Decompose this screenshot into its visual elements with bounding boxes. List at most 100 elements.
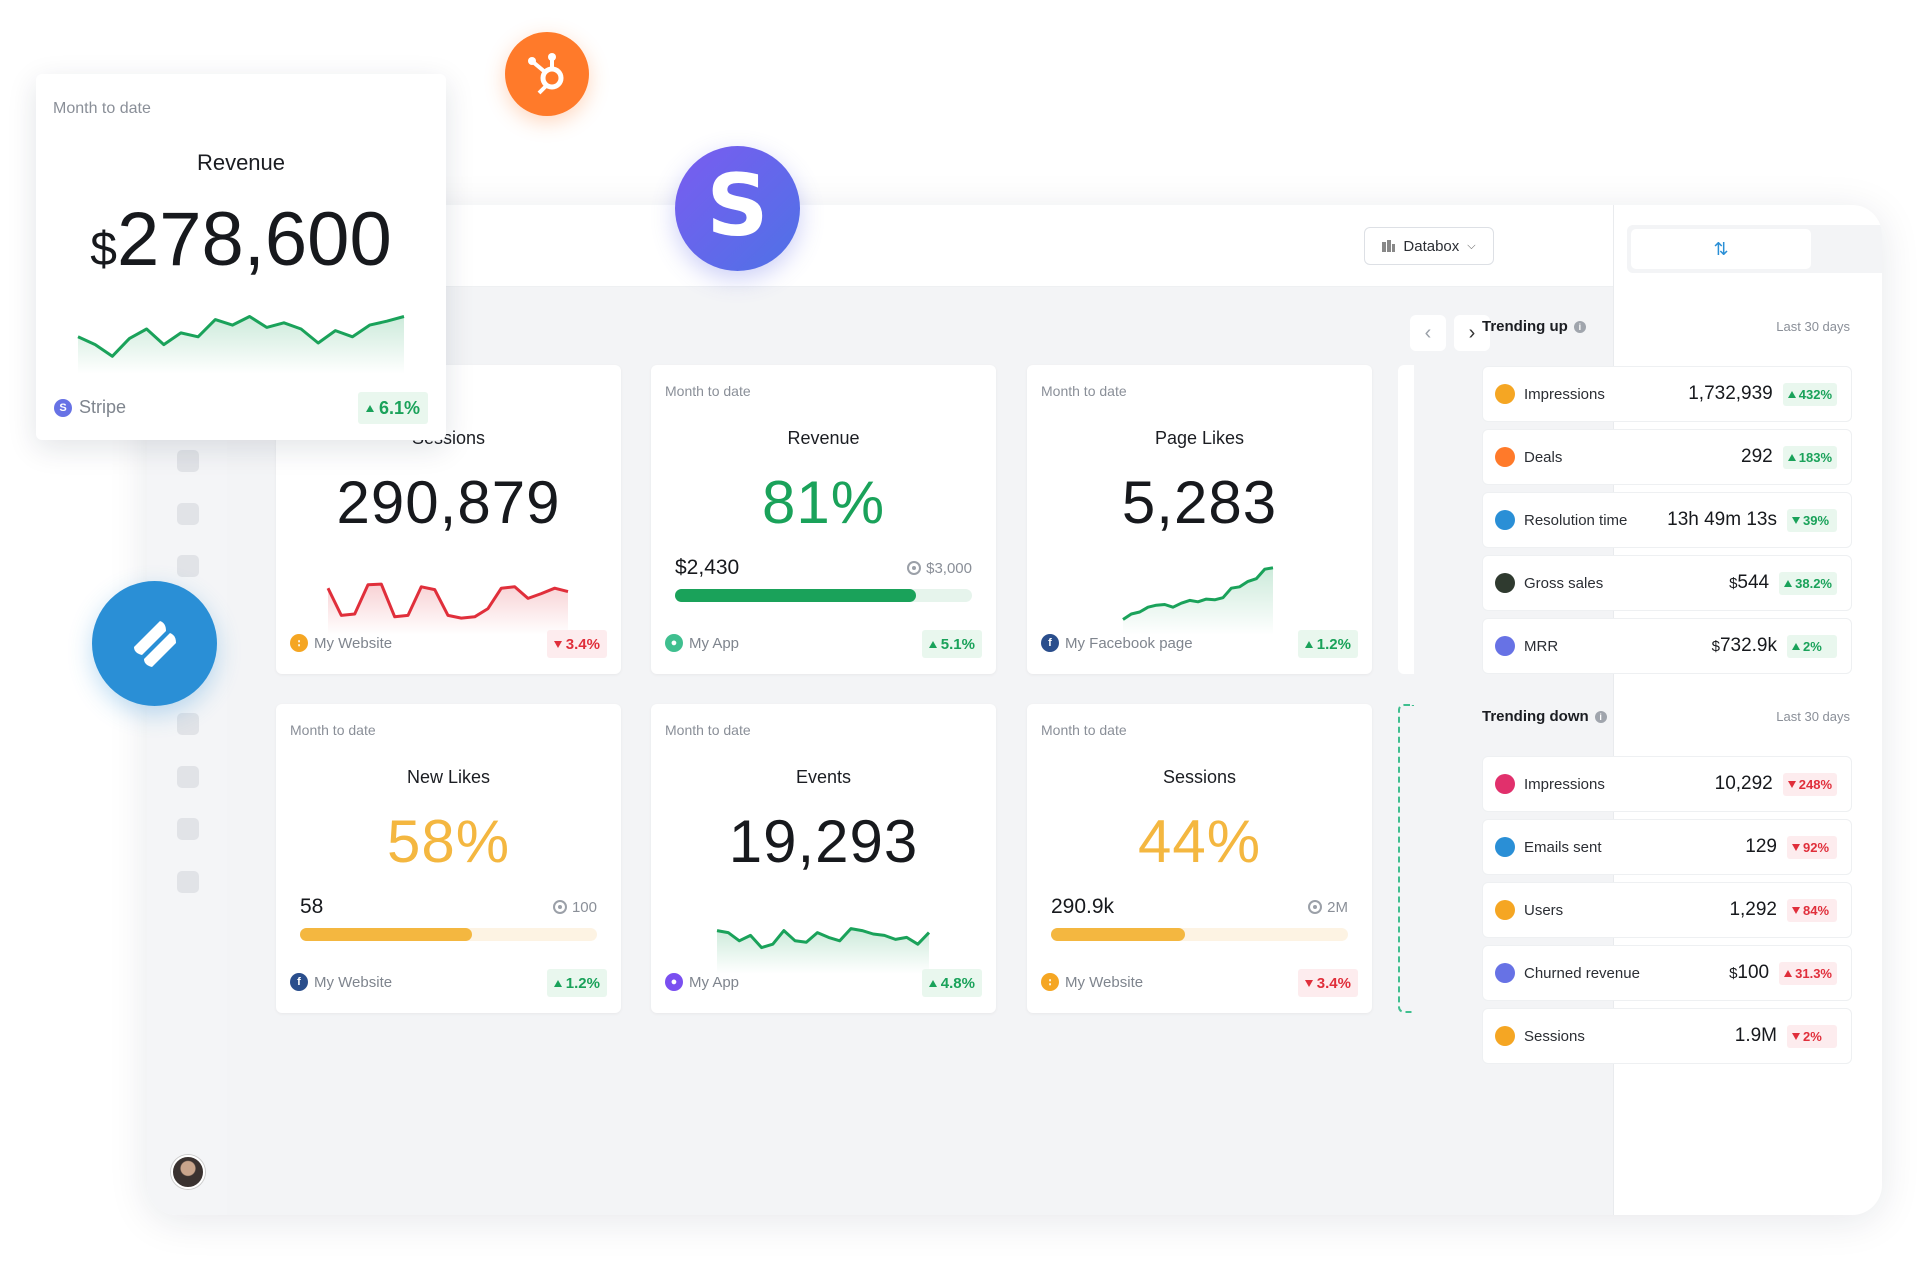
change-value: 38.2%: [1795, 575, 1832, 591]
nav-icon[interactable]: [177, 503, 199, 525]
trending-row[interactable]: Churned revenue $100 31.3%: [1482, 945, 1852, 1001]
metric-name: Emails sent: [1524, 838, 1602, 856]
trending-row[interactable]: Users 1,292 84%: [1482, 882, 1852, 938]
card-period: Month to date: [665, 383, 751, 399]
nav-icon[interactable]: [177, 555, 199, 577]
arrow-down-icon: [553, 640, 562, 648]
trending-row[interactable]: Impressions 1,732,939 432%: [1482, 366, 1852, 422]
metric-card[interactable]: Month to date Sessions 44% 290.9k 2M ∶ My…: [1027, 704, 1372, 1013]
card-title: Revenue: [787, 428, 860, 448]
metric-card[interactable]: Month to date Revenue 81% $2,430 $3,000 …: [651, 365, 996, 674]
card-source: f My Website: [290, 973, 392, 991]
change-badge: 5.1%: [921, 630, 982, 658]
metric-card[interactable]: Month to date New Likes 58% 58 100 f My W…: [276, 704, 621, 1013]
trending-row[interactable]: Gross sales $544 38.2%: [1482, 555, 1852, 611]
metric-value: 10,292: [1715, 773, 1773, 795]
trending-row[interactable]: Deals 292 183%: [1482, 429, 1852, 485]
card-period: Month to date: [290, 722, 376, 738]
current-value: $2,430: [675, 556, 740, 579]
arrow-down-icon: [1787, 780, 1796, 788]
trending-row[interactable]: Resolution time 13h 49m 13s 39%: [1482, 492, 1852, 548]
nav-icon[interactable]: [177, 766, 199, 788]
tab-activity[interactable]: ∿: [1813, 229, 1882, 269]
goal-row: 290.9k 2M: [1051, 895, 1348, 919]
source-label: My Website: [314, 634, 393, 652]
change-badge: 4.8%: [921, 969, 982, 997]
metric-name: Impressions: [1524, 385, 1605, 403]
change-badge: 84%: [1787, 898, 1837, 922]
nav-icon[interactable]: [177, 871, 199, 893]
progress-fill: [1051, 928, 1185, 941]
change-value: 2%: [1803, 638, 1822, 654]
goal-row: 58 100: [300, 895, 597, 919]
change-badge: 38.2%: [1779, 571, 1837, 595]
change-value: 3.4%: [565, 635, 600, 653]
trending-row[interactable]: Emails sent 129 92%: [1482, 819, 1852, 875]
info-icon[interactable]: i: [1594, 710, 1607, 723]
user-avatar[interactable]: [171, 1155, 205, 1189]
metric-number: 544: [1737, 572, 1770, 593]
goal-value: 100: [571, 898, 597, 916]
trending-row[interactable]: Sessions 1.9M 2%: [1482, 1008, 1852, 1064]
arrow-up-icon: [365, 404, 374, 412]
card-title: Revenue: [196, 150, 286, 175]
prev-arrow-button[interactable]: ‹: [1410, 315, 1446, 351]
sparkline-line: [326, 582, 569, 620]
add-card-placeholder[interactable]: [1398, 704, 1414, 1013]
nav-icon[interactable]: [177, 713, 199, 735]
sparkline: [1122, 566, 1274, 635]
metric-number: 13h 49m 13s: [1667, 509, 1777, 530]
arrow-up-icon: [1784, 579, 1793, 587]
tab-trending[interactable]: ⇅: [1631, 229, 1811, 269]
progress-bar: [1051, 928, 1348, 941]
google-analytics-icon: ∶: [1041, 973, 1059, 991]
metric-number: 129: [1745, 836, 1777, 857]
info-icon[interactable]: i: [1573, 320, 1586, 333]
progress-bar: [300, 928, 597, 941]
stripe-icon: [1495, 963, 1515, 983]
stripe-logo-icon: S: [675, 146, 800, 271]
sparkline: [326, 582, 569, 635]
floating-revenue-card[interactable]: Month to date Revenue $278,600 S Stripe 6…: [36, 74, 446, 440]
metric-value: 1.9M: [1735, 1025, 1777, 1047]
metric-number: 1.9M: [1734, 1025, 1777, 1046]
change-badge: 1.2%: [546, 969, 607, 997]
next-arrow-button[interactable]: ›: [1454, 315, 1490, 351]
card-value: 5,283: [1121, 469, 1278, 536]
metric-card[interactable]: Month to date Page Likes 5,283 f My Faceb…: [1027, 365, 1372, 674]
change-badge: 2%: [1787, 634, 1837, 658]
metric-name: Impressions: [1524, 775, 1605, 793]
stripe-icon: [1495, 636, 1515, 656]
facebook-icon: f: [1041, 634, 1059, 652]
goal-target: 100: [552, 898, 597, 916]
instagram-icon: [1495, 774, 1515, 794]
change-value: 92%: [1803, 839, 1830, 855]
databox-icon: [1382, 240, 1396, 252]
trending-row[interactable]: MRR $732.9k 2%: [1482, 618, 1852, 674]
google-analytics-icon: [1495, 900, 1515, 920]
card-partial: [1398, 365, 1414, 674]
card-period: Month to date: [1041, 383, 1127, 399]
card-value: 58%: [386, 808, 511, 875]
currency-symbol: $: [1729, 965, 1738, 982]
goal-target: 2M: [1308, 899, 1348, 916]
change-value: 1.2%: [1316, 635, 1351, 653]
trending-row[interactable]: Impressions 10,292 248%: [1482, 756, 1852, 812]
trending-up-title: Trending up: [1482, 318, 1568, 335]
app-icon: ●: [665, 634, 683, 652]
nav-icon[interactable]: [177, 450, 199, 472]
card-source: f My Facebook page: [1041, 634, 1193, 652]
source-label: My Website: [1065, 973, 1144, 991]
facebook-icon: f: [290, 973, 308, 991]
trending-up-header: Trending up i Last 30 days: [1482, 318, 1850, 335]
arrow-up-icon: [1784, 969, 1793, 977]
card-value: $278,600: [36, 196, 446, 283]
shopify-icon: [1495, 573, 1515, 593]
nav-icon[interactable]: [177, 818, 199, 840]
databox-dropdown[interactable]: Databox ⌵: [1364, 227, 1494, 265]
change-badge: 6.1%: [357, 392, 428, 424]
card-title: Page Likes: [1154, 428, 1245, 448]
metric-card[interactable]: Month to date Events 19,293 ● My App 4.8%: [651, 704, 996, 1013]
metric-number: 732.9k: [1719, 635, 1777, 656]
trending-up-period: Last 30 days: [1776, 319, 1850, 334]
